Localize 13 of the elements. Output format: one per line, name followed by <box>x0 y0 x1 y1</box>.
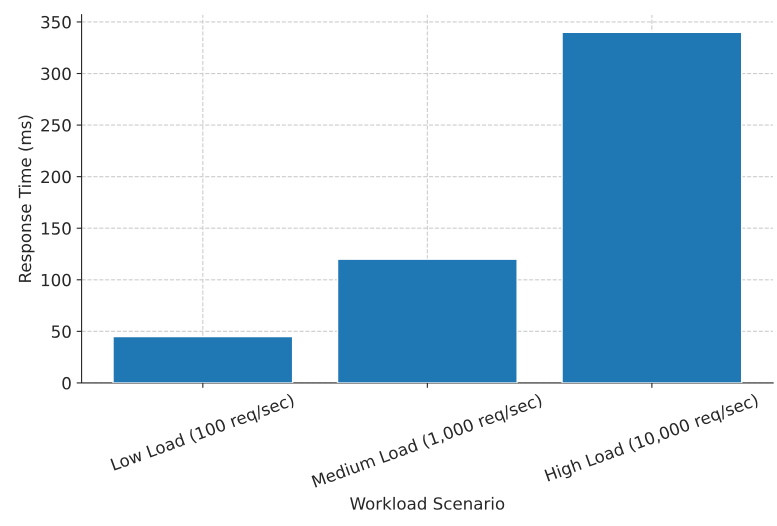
bar <box>112 336 294 383</box>
y-tick-label: 50 <box>52 325 71 338</box>
y-tick-label: 250 <box>41 119 71 132</box>
y-tick-label: 100 <box>42 274 71 286</box>
y-tick-label: 200 <box>41 170 71 184</box>
x-axis-title: Workload Scenario <box>350 496 504 510</box>
y-tick-label: 150 <box>42 222 71 235</box>
bar <box>561 32 742 383</box>
y-tick-label: 350 <box>41 16 71 29</box>
y-tick-label: 0 <box>62 376 71 390</box>
y-tick-label: 300 <box>41 67 71 80</box>
y-axis-title: Response Time (ms) <box>18 116 34 282</box>
bar <box>336 258 518 383</box>
